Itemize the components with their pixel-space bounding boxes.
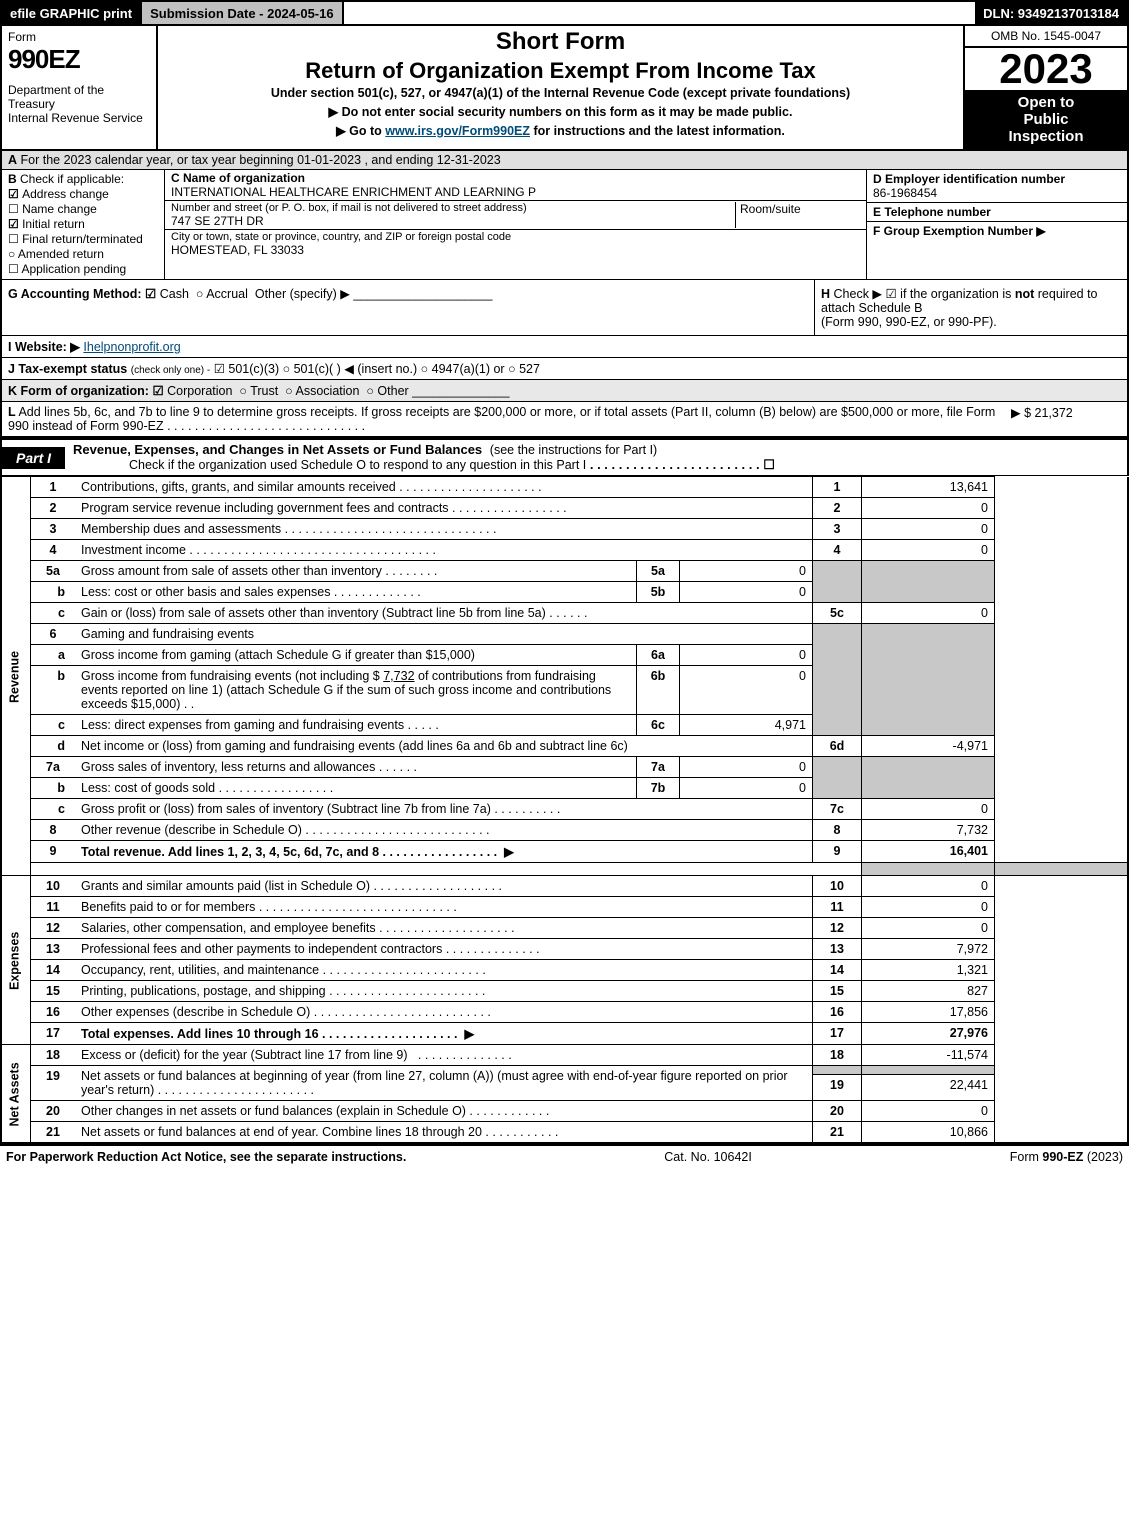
goto-instruction: ▶ Go to www.irs.gov/Form990EZ for instru…	[168, 123, 953, 138]
paperwork-notice: For Paperwork Reduction Act Notice, see …	[6, 1150, 406, 1164]
ein-value: 86-1968454	[873, 186, 1121, 200]
line-5a-value: 0	[680, 561, 813, 582]
submission-date: Submission Date - 2024-05-16	[142, 2, 344, 24]
line-16-value: 17,856	[862, 1002, 995, 1023]
ein-label: D Employer identification number	[873, 172, 1121, 186]
line-6c-value: 4,971	[680, 715, 813, 736]
block-b-to-f: B Check if applicable: ☑ Address change …	[0, 170, 1129, 279]
check-pending[interactable]: ☐ Application pending	[8, 262, 158, 276]
room-suite: Room/suite	[735, 202, 860, 228]
irs-link[interactable]: www.irs.gov/Form990EZ	[385, 124, 530, 138]
line-3-value: 0	[862, 519, 995, 540]
line-20-value: 0	[862, 1101, 995, 1122]
line-6b-amount: 7,732	[383, 669, 414, 683]
line-19-value: 22,441	[862, 1074, 995, 1100]
line-5b-value: 0	[680, 582, 813, 603]
line-7a-value: 0	[680, 757, 813, 778]
line-15-value: 827	[862, 981, 995, 1002]
expenses-side-label: Expenses	[1, 876, 31, 1045]
line-8-value: 7,732	[862, 820, 995, 841]
form-word: Form	[8, 30, 150, 44]
check-final-return[interactable]: ☐ Final return/terminated	[8, 232, 158, 246]
check-amended[interactable]: ○ Amended return	[8, 247, 158, 261]
line-12-value: 0	[862, 918, 995, 939]
line-7c-value: 0	[862, 799, 995, 820]
part-i-tab: Part I	[2, 447, 65, 469]
page-footer: For Paperwork Reduction Act Notice, see …	[0, 1144, 1129, 1168]
line-7b-value: 0	[680, 778, 813, 799]
check-name-change[interactable]: ☐ Name change	[8, 202, 158, 216]
row-k-form-org: K Form of organization: ☑ Corporation ○ …	[0, 379, 1129, 401]
line-2-value: 0	[862, 498, 995, 519]
line-4-value: 0	[862, 540, 995, 561]
line-6a-value: 0	[680, 645, 813, 666]
goto-pre: ▶ Go to	[336, 124, 385, 138]
line-10-value: 0	[862, 876, 995, 897]
org-city: HOMESTEAD, FL 33033	[171, 243, 860, 257]
check-address-change[interactable]: ☑ Address change	[8, 187, 158, 201]
line-11-value: 0	[862, 897, 995, 918]
code-subsection: Under section 501(c), 527, or 4947(a)(1)…	[168, 86, 953, 100]
line-9-value: 16,401	[862, 841, 995, 863]
line-6d-value: -4,971	[862, 736, 995, 757]
line-13-value: 7,972	[862, 939, 995, 960]
row-j-tax-exempt: J Tax-exempt status (check only one) - ☑…	[0, 357, 1129, 379]
line-1-value: 13,641	[862, 477, 995, 498]
line-a: A For the 2023 calendar year, or tax yea…	[0, 149, 1129, 170]
org-street: 747 SE 27TH DR	[171, 214, 735, 228]
netassets-side-label: Net Assets	[1, 1045, 31, 1144]
dln: DLN: 93492137013184	[975, 2, 1127, 24]
dept-treasury: Department of the Treasury	[8, 83, 150, 111]
row-i-website: I Website: ▶ Ihelpnonprofit.org	[0, 335, 1129, 357]
org-name: INTERNATIONAL HEALTHCARE ENRICHMENT AND …	[171, 185, 860, 199]
return-title: Return of Organization Exempt From Incom…	[168, 58, 953, 84]
line-6b-value: 0	[680, 666, 813, 715]
form-ref: Form 990-EZ (2023)	[1010, 1150, 1123, 1164]
open-to-public: Open to Public Inspection	[965, 90, 1127, 149]
ssn-warning: ▶ Do not enter social security numbers o…	[168, 104, 953, 119]
line-21-value: 10,866	[862, 1122, 995, 1144]
part-i-table: Revenue 1 Contributions, gifts, grants, …	[0, 476, 1129, 1144]
irs-label: Internal Revenue Service	[8, 111, 150, 125]
part-i-header: Part I Revenue, Expenses, and Changes in…	[0, 438, 1129, 476]
line-5c-value: 0	[862, 603, 995, 624]
short-form-title: Short Form	[168, 28, 953, 56]
check-initial-return[interactable]: ☑ Initial return	[8, 217, 158, 231]
line-17-value: 27,976	[862, 1023, 995, 1045]
gross-receipts-value: ▶ $ 21,372	[1011, 405, 1121, 433]
goto-post: for instructions and the latest informat…	[530, 124, 785, 138]
row-l-gross-receipts: L Add lines 5b, 6c, and 7b to line 9 to …	[0, 401, 1129, 438]
group-exemption-label: F Group Exemption Number ▶	[873, 224, 1121, 238]
catalog-number: Cat. No. 10642I	[664, 1150, 752, 1164]
revenue-side-label: Revenue	[1, 477, 31, 876]
line-18-value: -11,574	[862, 1045, 995, 1066]
tax-year: 2023	[965, 48, 1127, 90]
efile-label: efile GRAPHIC print	[2, 2, 142, 24]
line-14-value: 1,321	[862, 960, 995, 981]
top-bar: efile GRAPHIC print Submission Date - 20…	[0, 0, 1129, 24]
phone-label: E Telephone number	[873, 205, 1121, 219]
form-header: Form 990EZ Department of the Treasury In…	[0, 24, 1129, 149]
website-link[interactable]: Ihelpnonprofit.org	[83, 340, 180, 354]
row-g-h: G Accounting Method: ☑ Cash ○ Accrual Ot…	[0, 279, 1129, 335]
form-number: 990EZ	[8, 44, 150, 75]
